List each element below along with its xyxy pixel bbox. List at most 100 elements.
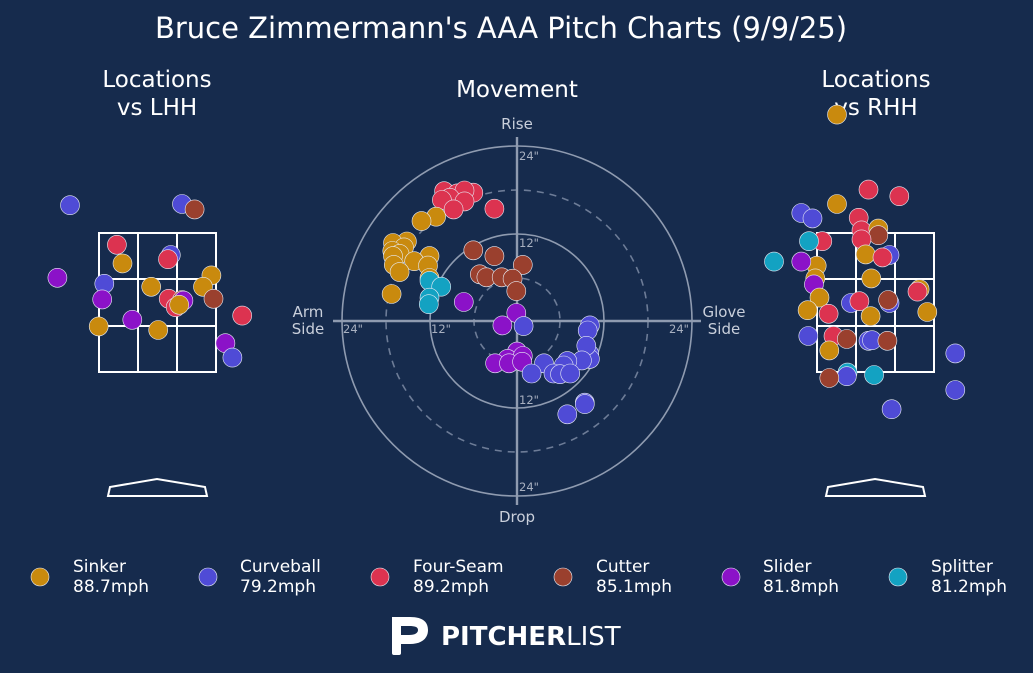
legend-speed-slider: 81.8mph [763, 577, 839, 597]
lhh-point-sinker-21 [88, 316, 109, 337]
rhh-point-sinker-13 [855, 244, 876, 265]
rhh-home-plate [824, 477, 927, 497]
rhh-point-four-seam-15 [872, 247, 893, 268]
legend-speed-splitter: 81.2mph [931, 577, 1007, 597]
legend-item-sinker: Sinker 88.7mph [30, 557, 149, 597]
lhh-point-slider-20 [122, 309, 143, 330]
ring-label-top-24: 24" [519, 149, 539, 163]
legend-marker-sinker [30, 567, 50, 587]
rhh-point-cutter-35 [836, 329, 857, 349]
legend-label-sinker: Sinker [73, 557, 126, 577]
lhh-point-sinker-9 [141, 276, 161, 297]
rhh-point-curveball-33 [798, 326, 819, 346]
lhh-point-curveball-0 [60, 195, 80, 215]
rhh-point-sinker-20 [861, 268, 882, 289]
lhh-title-line2: vs LHH [117, 95, 197, 121]
legend-marker-four-seam [370, 567, 390, 587]
rhh-point-curveball-40 [945, 343, 966, 364]
movement-point-four-seam-7 [443, 199, 464, 220]
lhh-point-sinker-6 [112, 253, 133, 274]
lhh-point-curveball-24 [222, 347, 243, 368]
pitcherlist-logo-text: PITCHERLIST [441, 622, 621, 652]
lhh-point-four-seam-3 [107, 235, 127, 255]
movement-point-cutter-25 [484, 246, 505, 266]
axis-label-glove-line1: Glove [702, 303, 745, 321]
rhh-point-curveball-46 [881, 399, 902, 420]
legend-marker-slider [721, 567, 741, 587]
axis-label-rise: Rise [501, 115, 533, 133]
rhh-point-curveball-5 [802, 208, 823, 229]
locations-vs-lhh-panel: Locations vs LHH [47, 67, 252, 497]
logo-text-bold: PITCHER [441, 622, 566, 652]
movement-point-curveball-61 [557, 404, 578, 425]
lhh-title-line1: Locations [102, 67, 211, 93]
movement-point-cutter-24 [463, 240, 484, 261]
rhh-point-slider-17 [791, 251, 812, 272]
logo-text-light: LIST [566, 622, 621, 652]
legend: Sinker 88.7mph Curveball 79.2mph Four-Se… [30, 557, 1007, 597]
ring-label-right-24: 24" [669, 322, 689, 336]
legend-marker-curveball [198, 567, 218, 587]
rhh-point-four-seam-23 [907, 281, 928, 302]
rhh-point-cutter-38 [877, 330, 898, 351]
rhh-point-curveball-45 [945, 380, 966, 400]
rhh-point-splitter-43 [864, 365, 884, 385]
movement-point-sinker-23 [381, 284, 402, 304]
movement-point-curveball-60 [574, 394, 595, 414]
rhh-point-cutter-44 [819, 368, 840, 388]
rhh-point-sinker-39 [819, 340, 840, 361]
chart-title: Bruce Zimmermann's AAA Pitch Charts (9/9… [155, 11, 847, 45]
movement-point-four-seam-8 [484, 198, 505, 219]
movement-point-curveball-58 [560, 363, 581, 384]
axis-label-glove-line2: Side [708, 320, 740, 338]
pitcherlist-logo: PITCHERLIST [392, 617, 621, 655]
ring-label-bottom-24: 24" [519, 480, 539, 494]
legend-speed-curveball: 79.2mph [240, 577, 316, 597]
movement-points [381, 180, 600, 425]
ring-label-top-12: 12" [519, 236, 539, 250]
rhh-point-cutter-28 [878, 290, 898, 310]
rhh-points [764, 104, 966, 420]
movement-point-curveball-55 [521, 363, 542, 384]
lhh-point-sinker-22 [148, 320, 168, 340]
movement-point-slider-36 [453, 292, 474, 312]
legend-marker-splitter [888, 567, 908, 587]
rhh-point-cutter-9 [868, 225, 889, 245]
lhh-point-four-seam-19 [232, 305, 252, 326]
movement-point-curveball-45 [513, 316, 534, 336]
movement-title: Movement [456, 77, 578, 103]
locations-vs-rhh-panel: Locations vs RHH [764, 67, 966, 497]
lhh-point-slider-12 [92, 289, 112, 310]
rhh-title-line1: Locations [821, 67, 930, 93]
rhh-point-sinker-30 [917, 302, 938, 322]
legend-item-slider: Slider 81.8mph [721, 557, 839, 597]
rhh-point-four-seam-31 [818, 303, 839, 324]
axis-label-arm-line2: Side [292, 320, 324, 338]
ring-label-left-24: 24" [343, 322, 363, 336]
legend-marker-cutter [553, 567, 573, 587]
lhh-point-four-seam-5 [158, 249, 178, 270]
rhh-point-sinker-24 [809, 287, 830, 308]
rhh-point-sinker-29 [797, 300, 818, 321]
lhh-point-slider-7 [47, 267, 68, 288]
legend-item-splitter: Splitter 81.2mph [888, 557, 1007, 597]
legend-label-four-seam: Four-Seam [413, 557, 504, 577]
legend-label-slider: Slider [763, 557, 811, 577]
movement-point-splitter-35 [418, 294, 439, 315]
rhh-point-splitter-18 [764, 251, 784, 272]
movement-point-slider-38 [492, 315, 513, 336]
movement-panel: Movement Rise Drop Arm Side Glove Side 2… [292, 77, 746, 526]
legend-speed-cutter: 85.1mph [596, 577, 672, 597]
rhh-point-splitter-12 [799, 231, 819, 251]
legend-item-four-seam: Four-Seam 89.2mph [370, 557, 504, 597]
rhh-point-sinker-32 [860, 306, 881, 327]
rhh-title-line2: vs RHH [834, 95, 917, 121]
movement-point-cutter-31 [506, 281, 527, 301]
lhh-point-sinker-18 [169, 294, 189, 315]
ring-label-left-12: 12" [431, 322, 451, 336]
axis-label-drop: Drop [499, 508, 535, 526]
pitcherlist-logo-icon [392, 617, 428, 655]
legend-label-cutter: Cutter [596, 557, 649, 577]
legend-item-curveball: Curveball 79.2mph [198, 557, 321, 597]
axis-label-arm-line1: Arm [293, 303, 324, 321]
